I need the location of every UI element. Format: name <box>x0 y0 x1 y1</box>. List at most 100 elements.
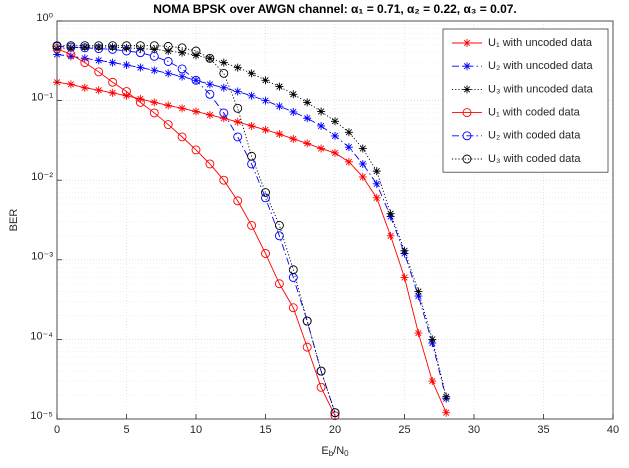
legend-label: U₂ with uncoded data <box>488 60 593 72</box>
axes-box <box>56 20 614 420</box>
marker <box>274 221 284 230</box>
marker <box>66 43 75 52</box>
marker <box>414 329 423 338</box>
marker <box>303 98 312 107</box>
series-line <box>56 46 447 397</box>
chart-title: NOMA BPSK over AWGN channel: α₁ = 0.71, … <box>153 2 517 16</box>
marker <box>331 148 339 157</box>
marker <box>303 114 312 123</box>
marker <box>233 117 242 126</box>
x-tick-label: 15 <box>259 424 271 436</box>
x-tick-label: 30 <box>468 424 480 436</box>
marker <box>149 51 159 61</box>
legend-label: U₂ with coded data <box>488 130 581 142</box>
marker <box>164 101 173 110</box>
marker <box>164 46 173 55</box>
marker <box>247 121 256 130</box>
marker <box>247 69 256 78</box>
marker <box>135 97 145 107</box>
marker <box>288 265 298 275</box>
marker <box>414 292 423 301</box>
marker <box>344 157 353 166</box>
marker <box>219 58 228 67</box>
x-axis-label: Eb/N0 <box>321 445 349 458</box>
marker <box>331 117 339 126</box>
marker <box>428 335 437 344</box>
marker <box>94 56 103 65</box>
y-tick-label: 10⁻¹ <box>31 92 53 104</box>
marker <box>108 41 118 51</box>
marker <box>331 131 339 140</box>
marker <box>80 43 90 53</box>
marker <box>358 172 367 181</box>
legend-marker <box>463 62 471 71</box>
legend-marker <box>462 131 472 141</box>
marker <box>247 221 257 230</box>
series-line <box>57 45 336 413</box>
marker <box>205 159 215 169</box>
marker <box>219 83 228 92</box>
marker <box>414 287 423 296</box>
marker <box>66 80 75 89</box>
marker <box>219 108 229 118</box>
marker <box>136 94 145 103</box>
x-label-sub: b <box>329 449 334 458</box>
marker <box>122 43 131 52</box>
x-label-part: E <box>321 445 328 457</box>
x-tick-label: 5 <box>123 424 129 436</box>
marker <box>122 46 131 56</box>
marker <box>428 377 437 386</box>
marker <box>274 279 284 289</box>
x-tick-label: 10 <box>190 424 202 436</box>
marker <box>400 273 409 282</box>
marker <box>302 316 312 326</box>
marker <box>261 125 270 134</box>
marker <box>400 246 409 255</box>
marker <box>178 72 187 81</box>
marker <box>302 342 312 352</box>
marker <box>66 41 76 51</box>
legend-label: U₁ with coded data <box>488 107 581 119</box>
marker <box>261 249 270 258</box>
legend-marker <box>462 154 472 164</box>
marker <box>94 44 104 54</box>
marker <box>149 108 159 118</box>
marker <box>108 58 117 67</box>
marker <box>344 143 353 152</box>
marker <box>163 57 173 66</box>
marker <box>330 408 340 418</box>
marker <box>136 63 145 72</box>
marker <box>233 132 243 142</box>
marker <box>80 83 89 92</box>
marker <box>275 130 284 139</box>
marker <box>358 159 367 168</box>
marker <box>358 144 367 153</box>
marker <box>261 188 270 197</box>
marker <box>219 175 229 185</box>
marker <box>289 107 298 116</box>
marker <box>66 52 75 61</box>
y-tick-label: 10⁻⁵ <box>30 410 53 422</box>
legend-marker <box>462 108 472 118</box>
marker <box>177 64 187 74</box>
marker <box>386 209 395 218</box>
legend-box <box>442 28 609 173</box>
marker <box>191 75 201 85</box>
marker <box>233 63 242 72</box>
x-tick-label: 0 <box>54 424 60 436</box>
y-tick-label: 10⁻³ <box>31 251 53 263</box>
marker <box>261 76 270 85</box>
legend: U₁ with uncoded data U₂ with uncoded data… <box>442 28 609 173</box>
marker <box>108 43 117 52</box>
marker <box>247 91 256 100</box>
marker <box>317 121 326 130</box>
marker <box>177 132 187 142</box>
marker <box>247 151 257 161</box>
marker <box>80 58 90 68</box>
marker <box>177 43 187 53</box>
marker <box>66 49 76 59</box>
legend-label: U₁ with uncoded data <box>488 37 593 49</box>
marker <box>163 41 173 51</box>
marker <box>233 196 243 206</box>
